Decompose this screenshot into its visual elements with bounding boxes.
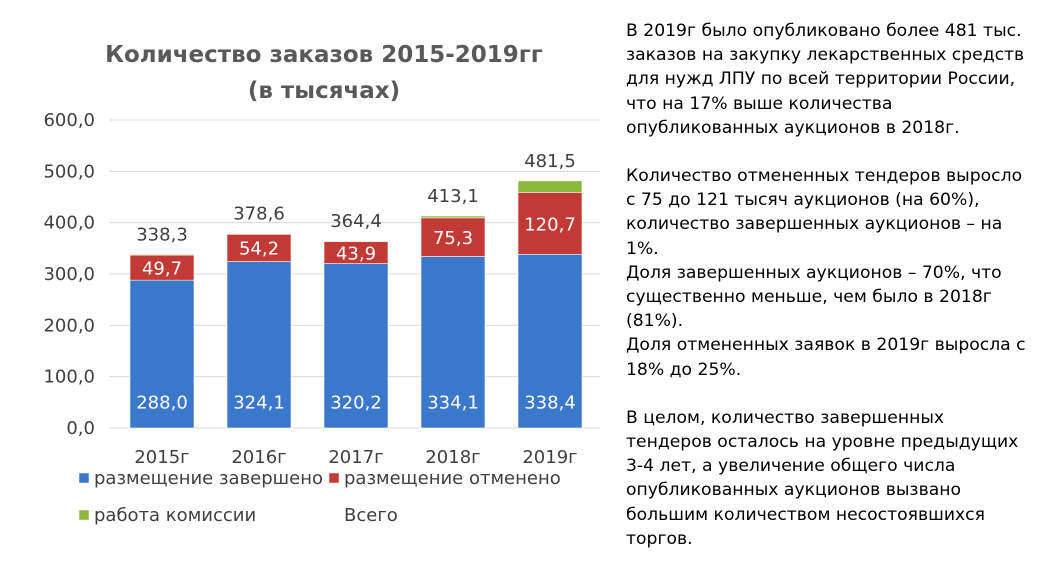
commentary-line: Доля завершенных аукционов – 70%, что xyxy=(626,262,1002,283)
legend: размещение завершено размещение отменено р… xyxy=(78,468,561,526)
y-tick-label: 600,0 xyxy=(43,110,95,131)
y-tick-label: 300,0 xyxy=(43,264,95,285)
data-label-total: 413,1 xyxy=(427,186,479,207)
bar-segment xyxy=(517,192,583,255)
commentary-line: 3-4 лет, а увеличение общего числа xyxy=(626,456,956,477)
commentary-line: опубликованных аукционов в 2018г. xyxy=(626,117,960,138)
data-label-total: 481,5 xyxy=(524,151,576,172)
bar-segment xyxy=(420,256,486,429)
commentary-line: Количество отмененных тендеров выросло xyxy=(626,166,1023,187)
commentary-line: В целом, количество завершенных xyxy=(626,407,945,428)
bar-segment xyxy=(323,240,389,243)
bar-segment xyxy=(323,263,389,429)
data-label-completed: 334,1 xyxy=(427,392,479,413)
commentary-line: опубликованных аукционов вызвано xyxy=(626,480,961,501)
legend-swatch xyxy=(78,509,90,521)
commentary-paragraph-1: В 2019г было опубликовано более 481 тыс.… xyxy=(626,19,1046,140)
data-label-total: 378,6 xyxy=(233,204,285,225)
bar-segment xyxy=(129,254,195,256)
chart-title: Количество заказов 2015-2019гг xyxy=(105,42,543,68)
data-label-completed: 338,4 xyxy=(524,392,576,413)
data-label-cancelled: 43,9 xyxy=(336,243,376,264)
legend-swatch xyxy=(78,472,90,484)
commentary-line: заказов на закупку лекарственных средств xyxy=(626,45,1025,66)
commentary-line: 18% до 25%. xyxy=(626,359,742,380)
commentary-line: количество завершенных аукционов – на xyxy=(626,214,1003,235)
bar-segment xyxy=(226,261,292,429)
commentary-line: большим количеством несостоявшихся xyxy=(626,504,985,525)
y-tick-label: 200,0 xyxy=(43,315,95,336)
stacked-bar-chart: Количество заказов 2015-2019гг (в тысяча… xyxy=(43,42,600,526)
chart-subtitle: (в тысячах) xyxy=(248,78,400,104)
commentary-paragraph-2: Количество отмененных тендеров выросло с … xyxy=(626,164,1046,382)
x-tick-label: 2019г xyxy=(522,447,577,468)
data-label-total: 364,4 xyxy=(330,211,382,232)
bar-segment xyxy=(226,233,292,262)
commentary-line: В 2019г было опубликовано более 481 тыс. xyxy=(626,21,1022,41)
bar-segment xyxy=(226,233,292,235)
y-tick-label: 0,0 xyxy=(66,418,95,439)
data-labels: 288,0 49,7 338,3 324,1 54,2 378,6 320,2 43,9 364… xyxy=(136,151,576,414)
x-tick-label: 2015г xyxy=(134,447,189,468)
bar-segment xyxy=(517,253,583,429)
legend-label: Всего xyxy=(344,505,398,526)
data-label-cancelled: 120,7 xyxy=(524,214,576,235)
x-tick-label: 2017г xyxy=(328,447,383,468)
y-axis: 0,0 100,0 200,0 300,0 400,0 500,0 600,0 xyxy=(43,110,95,439)
commentary-line: тендеров осталось на уровне предыдущих xyxy=(626,432,1019,453)
bar-segment xyxy=(420,215,486,219)
data-label-cancelled: 49,7 xyxy=(142,258,182,279)
legend-label: работа комиссии xyxy=(94,505,256,526)
bar-segment xyxy=(129,279,195,429)
commentary-line: торгов. xyxy=(626,528,693,549)
data-label-completed: 320,2 xyxy=(330,392,382,413)
commentary-line: с 75 до 121 тысяч аукционов (на 60%), xyxy=(626,190,980,211)
y-tick-label: 500,0 xyxy=(43,161,95,182)
commentary-text: В 2019г было опубликовано более 481 тыс.… xyxy=(626,19,1046,551)
x-axis: 2015г 2016г 2017г 2018г 2019г xyxy=(134,447,577,468)
commentary-line: 1%. xyxy=(626,238,659,259)
commentary-line: для нужд ЛПУ по всей территории России, xyxy=(626,69,1016,90)
y-tick-label: 100,0 xyxy=(43,367,95,388)
data-label-cancelled: 54,2 xyxy=(239,239,279,260)
x-tick-label: 2016г xyxy=(231,447,286,468)
data-label-cancelled: 75,3 xyxy=(433,228,473,249)
x-tick-label: 2018г xyxy=(425,447,480,468)
commentary-paragraph-3: В целом, количество завершенных тендеров … xyxy=(626,406,1046,551)
data-label-completed: 288,0 xyxy=(136,392,188,413)
legend-label: размещение завершено xyxy=(94,468,323,489)
data-label-total: 338,3 xyxy=(136,224,188,245)
commentary-line: (81%). xyxy=(626,311,684,332)
bar-segment xyxy=(517,180,583,193)
bar-segment xyxy=(129,254,195,281)
bars xyxy=(129,180,583,429)
legend-swatch xyxy=(328,472,340,484)
commentary-line: существенно меньше, чем было в 2018г xyxy=(626,287,992,308)
legend-label: размещение отменено xyxy=(344,468,561,489)
y-tick-label: 400,0 xyxy=(43,213,95,234)
commentary-line: Доля отмененных заявок в 2019г выросла с xyxy=(626,335,1026,356)
commentary-line: что на 17% выше количества xyxy=(626,93,893,114)
data-label-completed: 324,1 xyxy=(233,392,285,413)
